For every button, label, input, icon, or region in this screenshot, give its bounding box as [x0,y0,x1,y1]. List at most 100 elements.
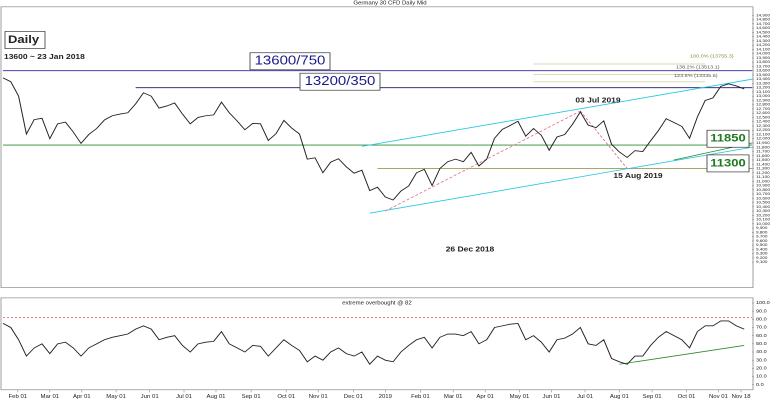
y-tick-label: 11,000 [756,179,770,184]
x-tick-label: Feb 01 [411,394,430,399]
y-tick-label: 30.0 [756,358,767,363]
y-tick-label: 10,400 [756,204,771,209]
y-tick-label: 11,400 [756,162,770,167]
y-tick-label: 9,900 [756,225,768,230]
y-tick-label: 12,300 [756,123,771,128]
y-tick-label: 20.0 [756,366,767,371]
y-tick-label: 12,200 [756,128,771,133]
y-tick-label: 12,800 [756,102,771,107]
y-tick-label: 14,100 [756,47,771,52]
y-tick-label: 13,200 [756,85,771,90]
x-tick-label: Apr 01 [476,394,494,399]
y-tick-label: 9,600 [756,238,768,243]
trend-line [361,78,753,147]
y-tick-label: 14,700 [756,21,771,26]
x-tick-label: 2019 [379,394,392,399]
x-tick-label: Nov 01 [709,394,728,399]
x-tick-label: Jul 01 [577,394,593,399]
y-tick-label: 90.0 [756,309,767,314]
chart-title: Germany 30 CFD Daily Mid [353,1,426,6]
y-tick-label: 14,300 [756,38,771,43]
y-tick-label: 14,600 [756,25,771,30]
x-tick-label: Jul 01 [176,394,192,399]
x-tick-label: Apr 01 [73,394,91,399]
trend-line [579,110,628,169]
annotation: 13600/750 [255,53,326,68]
y-tick-label: 9,400 [756,247,768,252]
annotation: 123.6% (13335.5) [674,73,718,78]
y-tick-label: 14,000 [756,51,771,56]
y-tick-label: 11,900 [756,140,770,145]
y-tick-label: 13,600 [756,68,771,73]
y-tick-label: 0.0 [756,382,764,387]
annotation: 11850 [710,132,746,145]
y-tick-label: 13,900 [756,55,771,60]
y-tick-label: 12,000 [756,136,771,141]
x-tick-label: Sep 01 [643,394,662,399]
annotation-box [299,72,381,91]
annotation: 138.2% (13513.1) [676,65,720,70]
x-tick-label: Mar 01 [444,394,463,399]
x-tick-label: May 01 [106,394,126,399]
y-tick-label: 11,600 [756,153,770,158]
y-tick-label: 13,400 [756,77,771,82]
annotation-box [4,31,46,49]
annotation: 100.0% (13755.3) [690,54,734,59]
annotation: 03 Jul 2019 [575,96,621,104]
y-tick-label: 9,200 [756,255,768,260]
trend-line [369,146,753,214]
series-line [2,77,745,201]
x-tick-label: Jun 01 [141,394,159,399]
x-tick-label: Mar 01 [40,394,59,399]
y-tick-label: 11,300 [756,166,770,171]
trend-line [619,345,745,365]
y-tick-label: 10.0 [756,374,767,379]
annotation-box [706,154,750,173]
y-tick-label: 10,700 [756,191,771,196]
x-tick-label: Nov 18 [732,394,751,399]
series-line [2,320,745,366]
x-tick-label: Sep 01 [242,394,261,399]
x-tick-label: Oct 01 [678,394,696,399]
y-tick-label: 10,300 [756,208,771,213]
y-tick-label: 14,800 [756,17,771,22]
annotation: 13200/350 [305,73,376,88]
y-tick-label: 9,500 [756,242,768,247]
y-tick-label: 9,700 [756,234,768,239]
y-tick-label: 10,100 [756,217,771,222]
y-tick-label: 10,500 [756,200,771,205]
y-tick-label: 13,300 [756,81,771,86]
y-tick-label: 13,500 [756,72,771,77]
y-tick-label: 80.0 [756,317,767,322]
annotation: 13600 ~ 23 Jan 2018 [4,53,86,61]
y-tick-label: 13,100 [756,89,771,94]
annotation: 11300 [710,156,746,169]
y-tick-label: 10,200 [756,213,771,218]
y-tick-label: 70.0 [756,325,767,330]
y-tick-label: 10,600 [756,196,771,201]
annotation: Daily [8,33,39,46]
y-tick-label: 13,700 [756,64,771,69]
annotation: 15 Aug 2019 [613,172,663,180]
annotation-box [249,52,331,71]
x-tick-label: Aug 01 [206,394,225,399]
rsi-title: extreme overbought @ 82 [342,301,411,306]
y-tick-label: 11,200 [756,170,770,175]
x-tick-label: Dec 01 [344,394,363,399]
y-tick-label: 50.0 [756,341,767,346]
y-tick-label: 12,400 [756,119,771,124]
y-tick-label: 10,900 [756,183,771,188]
annotation: 26 Dec 2018 [446,245,495,253]
annotation-box [706,129,750,148]
y-tick-label: 9,100 [756,259,768,264]
y-tick-label: 11,500 [756,157,770,162]
y-tick-label: 12,100 [756,132,771,137]
y-tick-label: 60.0 [756,333,767,338]
x-tick-label: Oct 01 [277,394,295,399]
y-tick-label: 14,200 [756,42,771,47]
x-tick-label: Aug 01 [610,394,629,399]
y-tick-label: 12,500 [756,115,771,120]
x-tick-label: May 01 [510,394,530,399]
